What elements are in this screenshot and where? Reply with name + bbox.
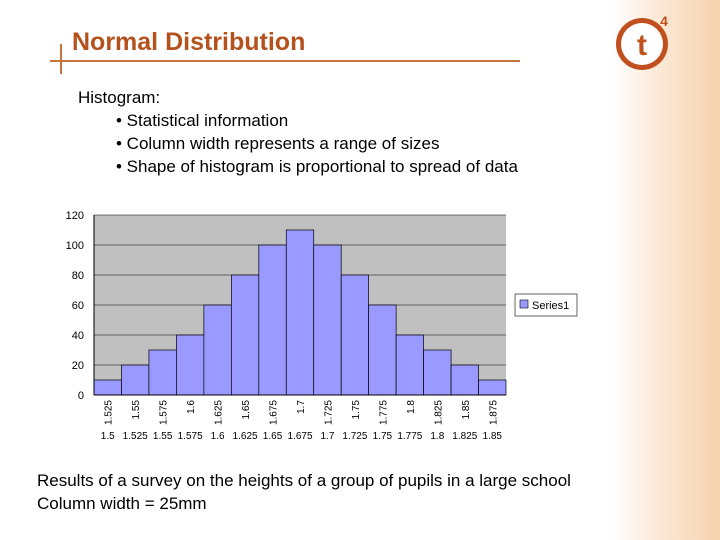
histogram-chart: 0 20 40 60 80 100 120 1.525 1.55 1.575 1.6 1.625 1.6…: [66, 210, 578, 442]
x-tick-label: 1.6: [186, 400, 197, 414]
bullet-list: • Statistical information • Column width…: [116, 109, 518, 178]
histogram-bar: [478, 379, 507, 396]
bullet-item: • Statistical information: [116, 111, 289, 130]
y-tick-label: 60: [72, 300, 84, 312]
x-tick-label: 1.7: [296, 400, 307, 414]
x-secondary-label: 1.75: [373, 431, 393, 442]
histogram-bar: [450, 364, 479, 396]
y-tick-label: 80: [72, 270, 84, 282]
histogram-bar: [148, 349, 177, 396]
y-tick-label: 120: [66, 210, 84, 222]
page-title: Normal Distribution: [72, 28, 306, 56]
y-tick-label: 20: [72, 360, 84, 372]
x-tick-label: 1.85: [461, 400, 472, 420]
legend-swatch: [519, 299, 529, 309]
legend-box: [514, 293, 578, 317]
x-secondary-label: 1.725: [342, 431, 367, 442]
histogram-bar: [368, 304, 397, 396]
histogram-bar: [395, 334, 424, 396]
histogram-bar: [93, 379, 122, 396]
x-secondary-label: 1.55: [153, 431, 173, 442]
title-underline: [50, 60, 520, 62]
bullet-item: • Shape of histogram is proportional to …: [116, 157, 518, 176]
x-tick-label: 1.725: [323, 400, 334, 425]
x-tick-label: 1.65: [241, 400, 252, 420]
x-tick-label: 1.875: [488, 400, 499, 425]
x-secondary-label: 1.625: [233, 431, 258, 442]
histogram-bar: [203, 304, 232, 396]
histogram-bar: [313, 244, 342, 396]
y-tick-label: 100: [66, 240, 84, 252]
x-secondary-label: 1.7: [321, 431, 335, 442]
histogram-bar: [340, 274, 370, 396]
caption-line-2: Column width = 25mm: [37, 494, 207, 513]
logo-letter: t: [637, 29, 647, 62]
x-secondary-label: 1.575: [178, 431, 203, 442]
x-secondary-label: 1.8: [430, 431, 444, 442]
x-tick-label: 1.625: [214, 400, 225, 425]
x-tick-label: 1.575: [159, 400, 170, 425]
histogram-bar: [258, 244, 287, 396]
histogram-bar: [285, 229, 315, 396]
logo-superscript: 4: [660, 13, 668, 29]
x-secondary-label: 1.65: [263, 431, 283, 442]
x-secondary-label: 1.675: [287, 431, 312, 442]
x-tick-label: 1.775: [378, 400, 389, 425]
x-tick-label: 1.8: [406, 400, 417, 414]
x-tick-label: 1.525: [104, 400, 115, 425]
x-tick-label: 1.825: [433, 400, 444, 425]
histogram-bar: [121, 364, 150, 396]
histogram-bar: [423, 349, 452, 396]
t4-logo-icon: t 4: [616, 13, 668, 70]
x-tick-label: 1.55: [131, 400, 142, 420]
histogram-heading: Histogram:: [78, 88, 161, 107]
histogram-bar: [230, 274, 260, 396]
x-secondary-label: 1.525: [123, 431, 148, 442]
x-tick-label: 1.675: [269, 400, 280, 425]
y-tick-label: 0: [78, 390, 84, 402]
bullet-item: • Column width represents a range of siz…: [116, 134, 440, 153]
x-tick-label: 1.75: [351, 400, 362, 420]
x-secondary-label: 1.85: [483, 431, 503, 442]
x-secondary-label: 1.775: [397, 431, 422, 442]
legend-label: Series1: [532, 300, 569, 312]
x-secondary-label: 1.6: [211, 431, 225, 442]
caption: Results of a survey on the heights of a …: [37, 469, 571, 515]
caption-line-1: Results of a survey on the heights of a …: [37, 471, 571, 490]
y-tick-label: 40: [72, 330, 84, 342]
histogram-bar: [176, 334, 205, 396]
x-secondary-label: 1.5: [101, 431, 115, 442]
decorative-side-gradient: [610, 0, 720, 540]
x-secondary-label: 1.825: [452, 431, 477, 442]
title-crosshair-mark: [60, 44, 62, 74]
